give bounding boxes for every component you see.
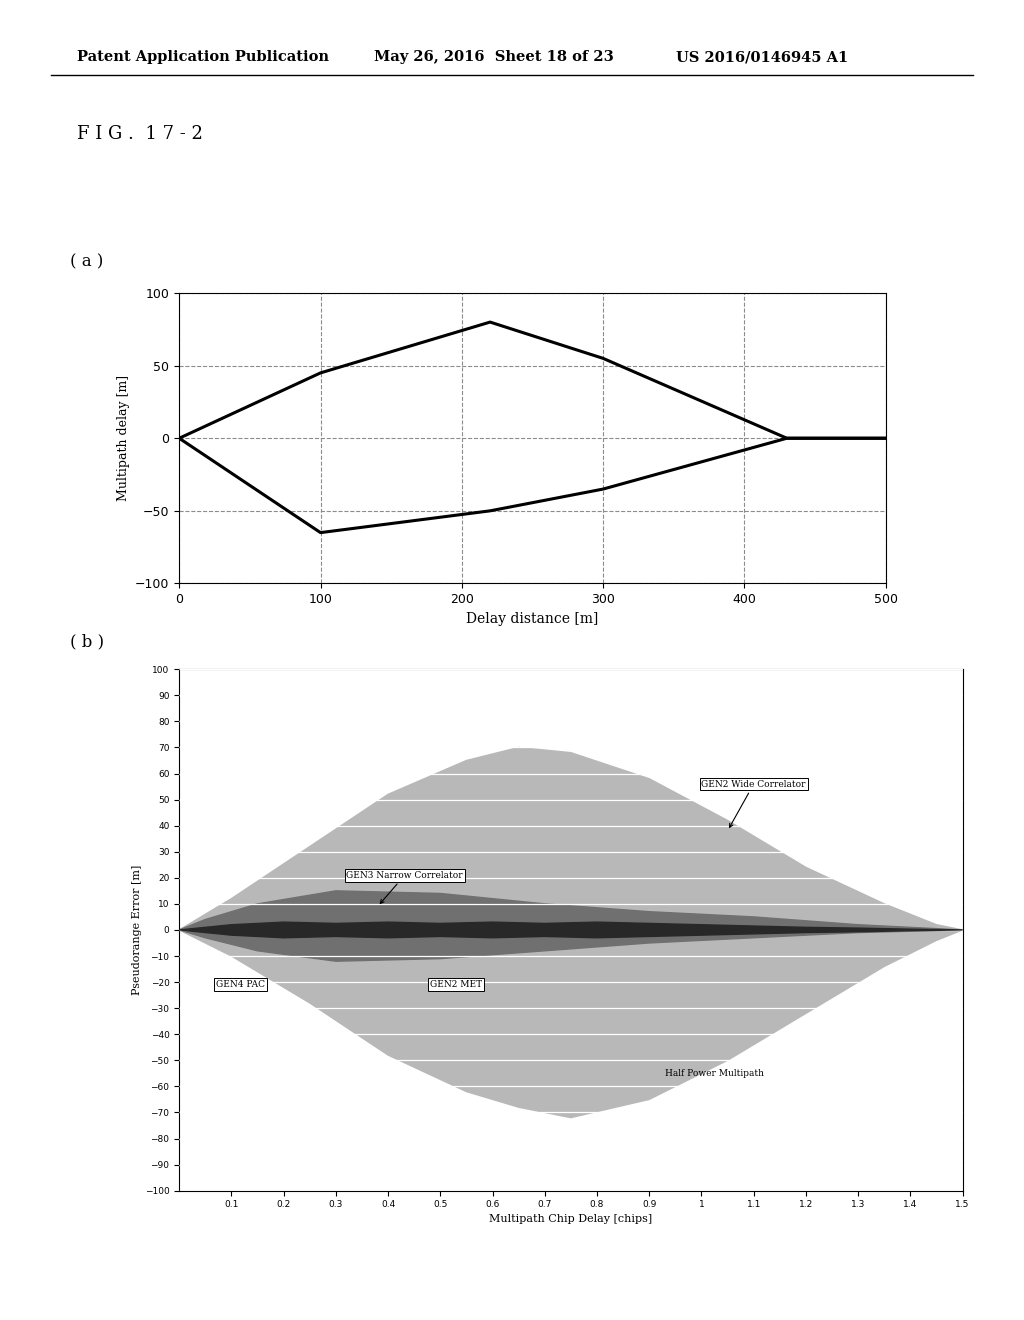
Polygon shape [179,923,963,937]
Text: GEN2 MET: GEN2 MET [430,981,482,989]
Text: ( b ): ( b ) [70,634,103,651]
Text: Patent Application Publication: Patent Application Publication [77,50,329,65]
Text: GEN2 Wide Correlator: GEN2 Wide Correlator [701,780,806,828]
X-axis label: Delay distance [m]: Delay distance [m] [466,611,599,626]
X-axis label: Multipath Chip Delay [chips]: Multipath Chip Delay [chips] [489,1213,652,1224]
Text: GEN4 PAC: GEN4 PAC [216,981,265,989]
Polygon shape [179,747,963,1118]
Text: F I G .  1 7 - 2: F I G . 1 7 - 2 [77,125,203,144]
Text: May 26, 2016  Sheet 18 of 23: May 26, 2016 Sheet 18 of 23 [374,50,613,65]
Polygon shape [179,891,963,961]
Text: ( a ): ( a ) [70,253,103,271]
Text: US 2016/0146945 A1: US 2016/0146945 A1 [676,50,848,65]
Text: GEN3 Narrow Correlator: GEN3 Narrow Correlator [346,871,463,903]
Y-axis label: Pseudorange Error [m]: Pseudorange Error [m] [132,865,142,995]
Text: Half Power Multipath: Half Power Multipath [665,1069,764,1078]
Y-axis label: Multipath delay [m]: Multipath delay [m] [117,375,130,502]
